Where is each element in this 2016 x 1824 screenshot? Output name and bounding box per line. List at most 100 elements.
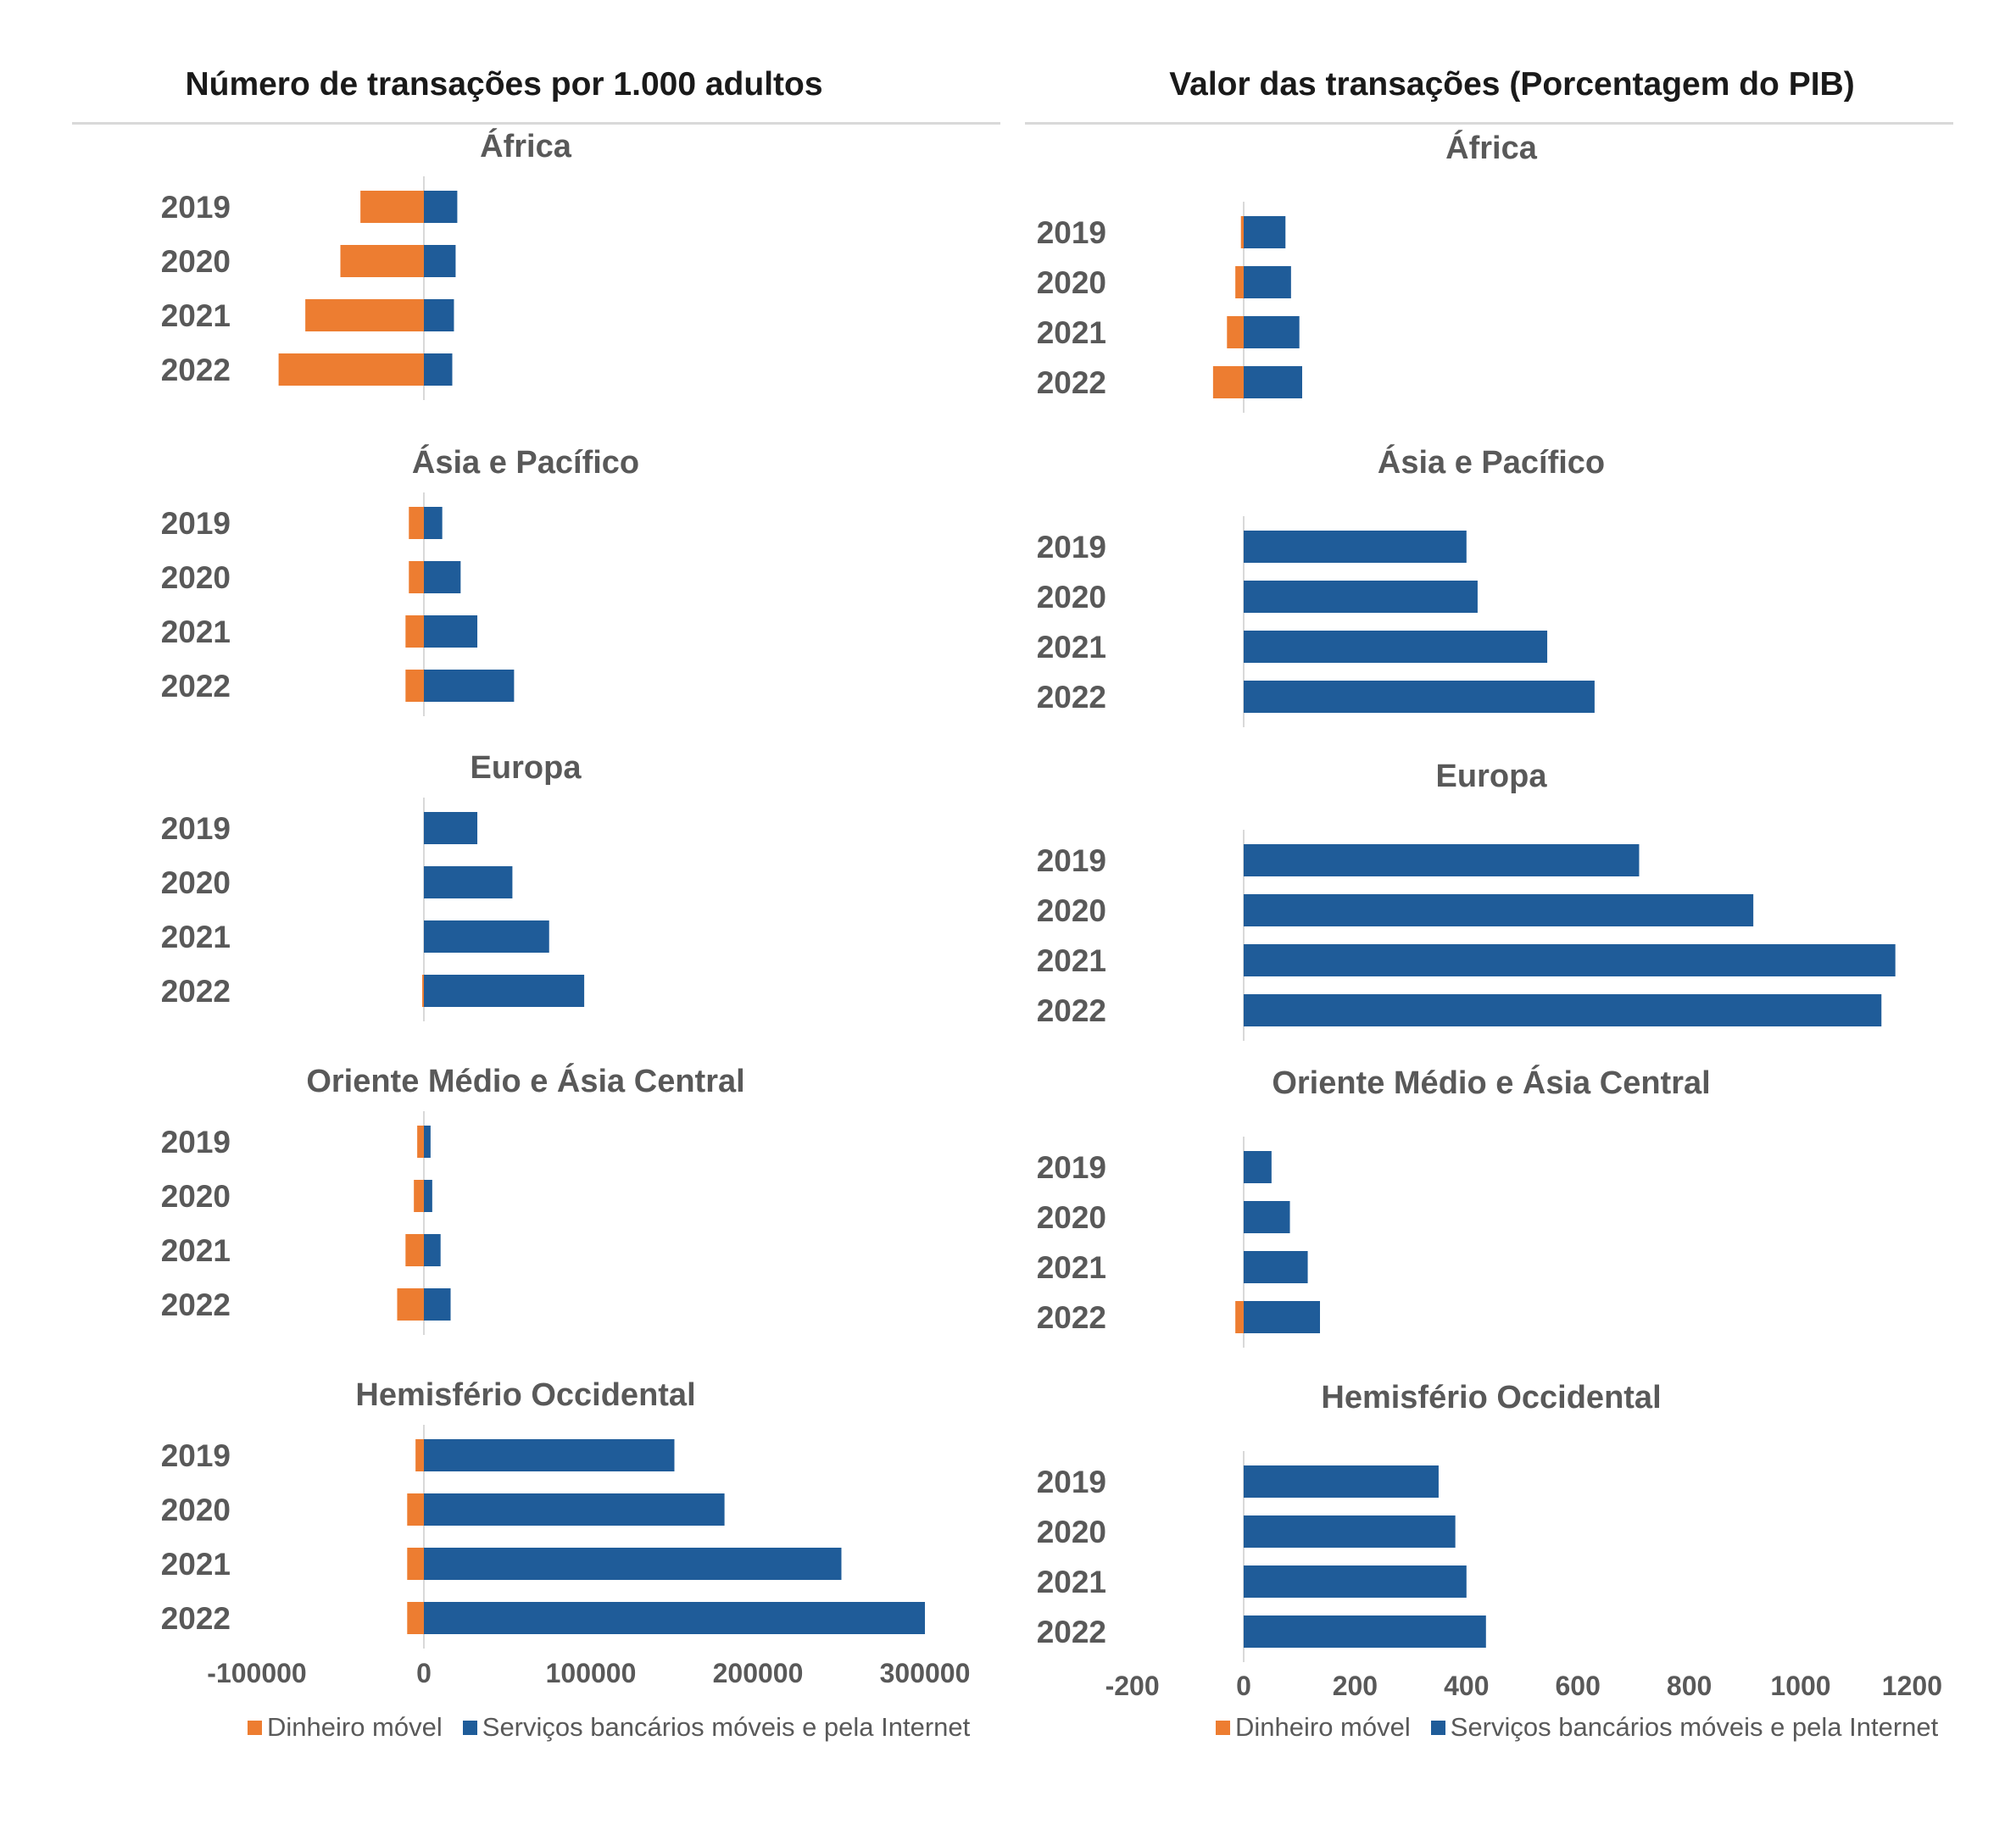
bar-mobile-money	[417, 1126, 424, 1158]
bar-banking	[424, 299, 454, 331]
bar-banking	[1244, 631, 1548, 663]
x-tick-label: 0	[1236, 1671, 1251, 1701]
bar-mobile-money	[1212, 366, 1244, 398]
region-panel: Oriente Médio e Ásia Central 2019 2020 2021…	[1037, 1064, 1711, 1348]
bar-banking	[424, 1126, 431, 1158]
bar-mobile-money	[405, 615, 424, 648]
region-title: África	[1445, 129, 1538, 166]
bar-banking	[424, 670, 515, 702]
bar-banking	[1244, 531, 1467, 563]
x-tick-label: 400	[1444, 1671, 1489, 1701]
chart-left: Número de transações por 1.000 adultos Á…	[72, 66, 1000, 1743]
bar-banking	[1244, 894, 1754, 926]
bar-banking	[1244, 1465, 1439, 1498]
year-label: 2021	[1037, 630, 1106, 665]
bar-banking	[1244, 1615, 1486, 1648]
bar-mobile-money	[1227, 316, 1244, 348]
legend-item-banking: Serviços bancários móveis e pela Interne…	[1430, 1712, 1939, 1743]
year-label: 2019	[161, 1438, 231, 1473]
region-panel: África 2019 2020 2021 2022	[1037, 129, 1538, 413]
chart-left-svg: África 2019 2020 2021 2022 Ásia e Pacífico 201…	[161, 127, 971, 1688]
bar-mobile-money	[1235, 1301, 1244, 1333]
region-panel: Ásia e Pacífico 2019 2020 2021 2022	[1037, 443, 1605, 727]
region-title: Oriente Médio e Ásia Central	[306, 1062, 744, 1099]
year-label: 2021	[161, 920, 231, 954]
year-label: 2019	[161, 1125, 231, 1159]
x-tick-label: 200000	[713, 1658, 804, 1688]
bar-banking	[424, 975, 585, 1007]
year-label: 2022	[1037, 993, 1106, 1028]
bar-mobile-money	[409, 561, 424, 593]
x-tick-label: 1200	[1882, 1671, 1942, 1701]
year-label: 2021	[161, 1547, 231, 1582]
year-label: 2019	[161, 811, 231, 846]
bar-mobile-money	[1235, 266, 1244, 298]
bar-mobile-money	[422, 975, 424, 1007]
bar-banking	[424, 191, 458, 223]
year-label: 2020	[161, 560, 231, 595]
bar-banking	[1244, 1251, 1308, 1283]
legend-label-mobile-money: Dinheiro móvel	[267, 1712, 443, 1742]
year-label: 2019	[1037, 843, 1106, 878]
bar-banking	[1244, 1301, 1321, 1333]
legend-item-mobile-money: Dinheiro móvel	[1216, 1712, 1411, 1743]
year-label: 2022	[1037, 680, 1106, 715]
legend-label-banking: Serviços bancários móveis e pela Interne…	[482, 1712, 971, 1742]
bar-banking	[424, 1602, 925, 1634]
year-label: 2022	[161, 1601, 231, 1636]
year-label: 2020	[161, 865, 231, 900]
year-label: 2022	[1037, 1300, 1106, 1335]
bar-banking	[1244, 994, 1882, 1026]
year-label: 2022	[161, 353, 231, 387]
x-tick-label: 300000	[880, 1658, 971, 1688]
bar-mobile-money	[360, 191, 424, 223]
region-title: Hemisfério Occidental	[355, 1377, 695, 1413]
bar-mobile-money	[305, 299, 424, 331]
bar-mobile-money	[1240, 216, 1244, 248]
region-title: Ásia e Pacífico	[1378, 443, 1605, 481]
bar-mobile-money	[278, 353, 424, 386]
region-title: Ásia e Pacífico	[412, 443, 639, 481]
year-label: 2019	[1037, 1465, 1106, 1499]
region-title: Hemisfério Occidental	[1321, 1380, 1661, 1415]
bar-mobile-money	[415, 1439, 424, 1471]
year-label: 2021	[161, 614, 231, 649]
year-label: 2021	[161, 1233, 231, 1268]
legend-item-mobile-money: Dinheiro móvel	[248, 1712, 443, 1743]
legend-swatch-mobile-money	[248, 1720, 262, 1735]
x-tick-label: 0	[416, 1658, 432, 1688]
bar-banking	[424, 866, 513, 898]
bar-banking	[424, 353, 453, 386]
chart-title: Número de transações por 1.000 adultos	[185, 66, 823, 103]
year-label: 2020	[1037, 1515, 1106, 1549]
legend: Dinheiro móvel Serviços bancários móveis…	[248, 1712, 990, 1743]
bar-mobile-money	[407, 1548, 424, 1580]
legend-swatch-banking	[462, 1720, 477, 1735]
region-panel: Ásia e Pacífico 2019 2020 2021 2022	[161, 443, 639, 716]
legend-item-banking: Serviços bancários móveis e pela Interne…	[462, 1712, 971, 1743]
region-title: Oriente Médio e Ásia Central	[1272, 1064, 1710, 1101]
bar-banking	[1244, 844, 1640, 876]
bar-mobile-money	[409, 507, 424, 539]
year-label: 2019	[1037, 530, 1106, 564]
bar-banking	[424, 245, 456, 277]
bar-banking	[424, 1493, 725, 1526]
region-panel: Europa 2019 2020 2021 2022	[1037, 759, 1896, 1041]
year-label: 2020	[161, 1493, 231, 1527]
x-tick-label: 800	[1667, 1671, 1712, 1701]
bar-banking	[1244, 216, 1286, 248]
bar-mobile-money	[397, 1288, 424, 1321]
region-panel: África 2019 2020 2021 2022	[161, 127, 572, 400]
year-label: 2022	[1037, 1615, 1106, 1649]
legend-label-banking: Serviços bancários móveis e pela Interne…	[1450, 1712, 1939, 1742]
chart-right: Valor das transações (Porcentagem do PIB…	[1008, 0, 2016, 1824]
year-label: 2019	[1037, 215, 1106, 250]
bar-banking	[424, 920, 549, 953]
year-label: 2020	[1037, 893, 1106, 928]
bar-mobile-money	[414, 1180, 424, 1212]
legend-swatch-mobile-money	[1216, 1720, 1230, 1735]
year-label: 2019	[1037, 1150, 1106, 1185]
year-label: 2022	[161, 1287, 231, 1322]
x-tick-label: 200	[1333, 1671, 1378, 1701]
bar-banking	[424, 1288, 451, 1321]
